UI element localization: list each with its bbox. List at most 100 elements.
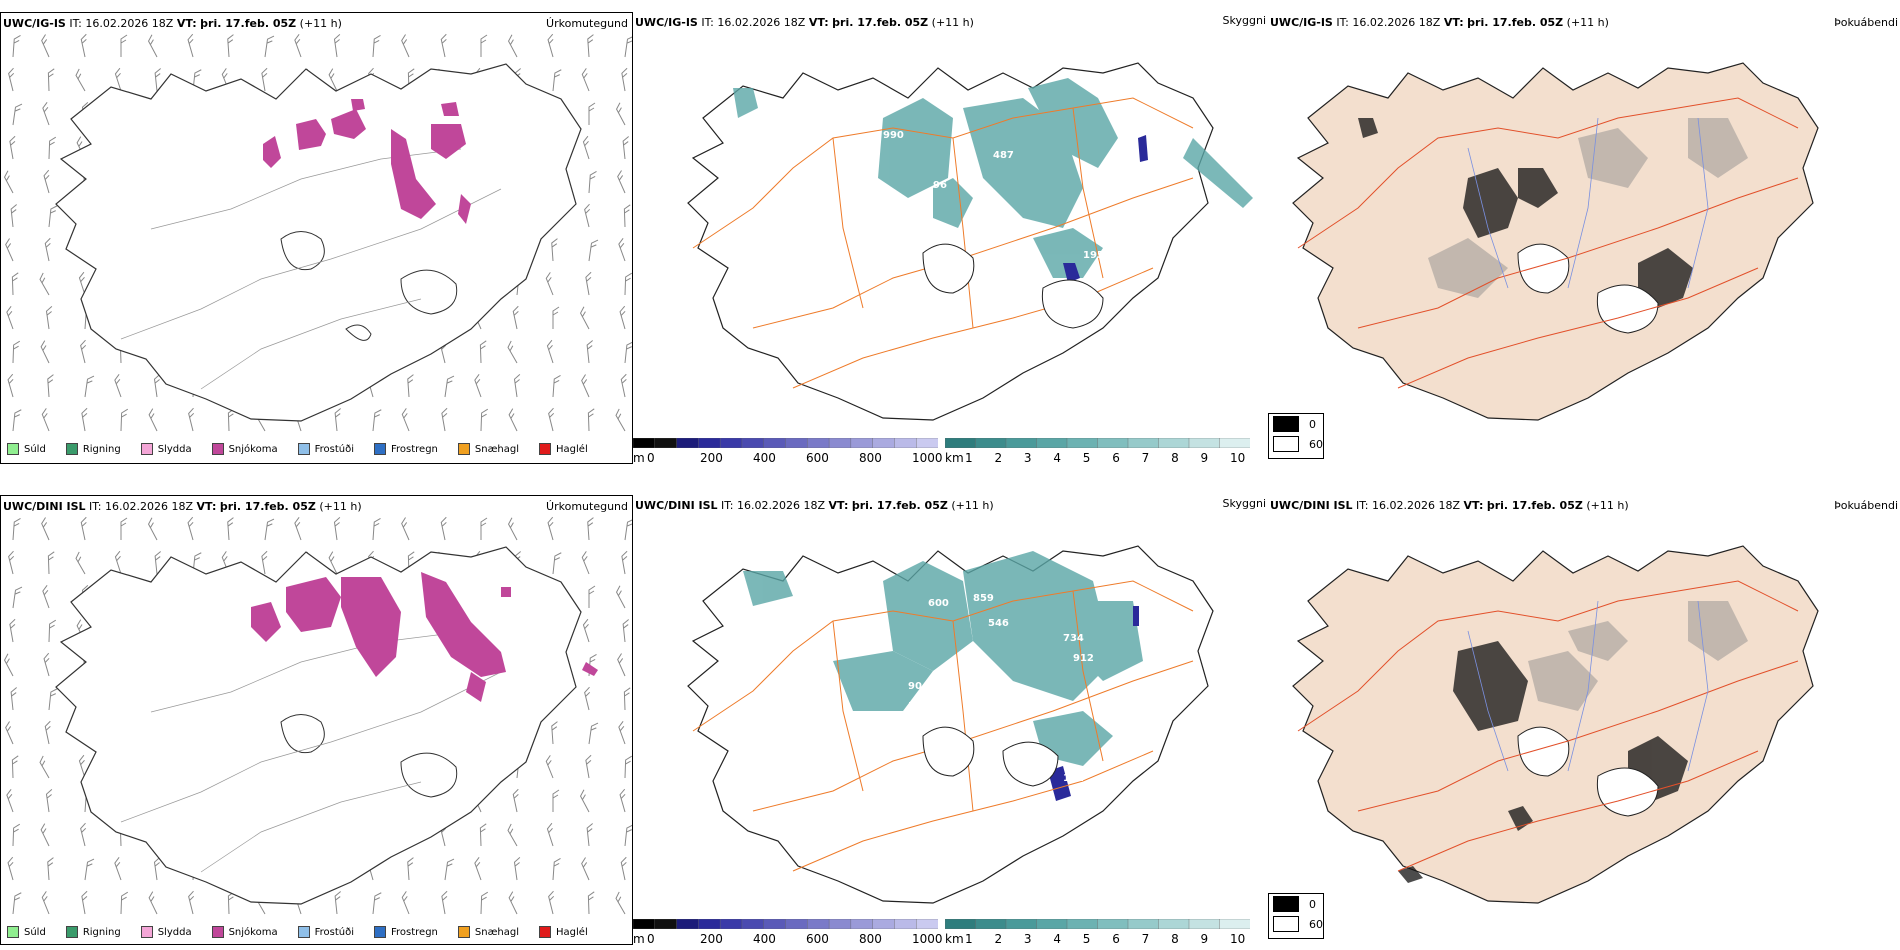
wind-barb: [40, 823, 50, 847]
colorbar-swatch: [1158, 437, 1190, 449]
wind-barb: [623, 687, 631, 711]
wind-barb: [584, 203, 591, 228]
colorbar-swatch: [1188, 918, 1221, 930]
wind-barb: [619, 305, 626, 330]
glacier-outline: [280, 231, 458, 341]
roads: [120, 631, 502, 873]
legend-item: Rigning: [65, 926, 121, 938]
visibility-value-labels: 990 487 96 195: [883, 130, 1104, 261]
visibility-km-colorbar: km 1 2 3 4 5 6 7 8 9 10: [944, 918, 1251, 945]
fog-panel-row1: UWC/IG-IS IT: 16.02.2026 18Z VT: þri. 17…: [1268, 12, 1900, 464]
panel-title: UWC/IG-IS IT: 16.02.2026 18Z VT: þri. 17…: [1270, 16, 1609, 29]
colorbar-tick: 8: [1171, 932, 1179, 945]
visibility-value-label: 546: [988, 618, 1009, 629]
panel-parameter: Þokuábendi: [1834, 499, 1898, 512]
wind-barb: [84, 375, 95, 398]
wind-barb: [7, 856, 14, 881]
wind-barb: [153, 857, 161, 881]
wind-barb: [588, 171, 597, 194]
colorbar-swatch: [1066, 437, 1099, 449]
precip-panel-row2: UWC/DINI ISL IT: 16.02.2026 18Z VT: þri.…: [0, 495, 633, 945]
legend-item: Rigning: [65, 443, 121, 455]
legend-swatch: [457, 443, 470, 455]
colorbar-tick: 200: [700, 451, 723, 464]
colorbar-swatch: [916, 437, 939, 449]
wind-barb: [372, 409, 382, 432]
legend-label: Rigning: [82, 926, 121, 938]
wind-barb: [615, 891, 626, 915]
wind-barb: [624, 824, 632, 847]
fog-legend: 0 60: [1268, 893, 1324, 939]
fog-legend-swatch: [1273, 436, 1299, 452]
wind-barb: [372, 892, 382, 915]
wind-barb: [12, 892, 22, 915]
snow-areas: [251, 572, 598, 702]
panel-parameter: Skyggni: [1222, 497, 1266, 510]
iceland-coastline: [55, 63, 582, 422]
wind-barb: [12, 823, 21, 847]
wind-barb: [328, 551, 338, 575]
wind-barb: [624, 35, 632, 58]
wind-barb: [227, 34, 234, 58]
wind-barb: [615, 585, 626, 609]
iceland-land: [1292, 62, 1819, 421]
wind-barb: [11, 272, 19, 296]
wind-barb: [45, 789, 53, 813]
colorbar-swatch: [807, 437, 830, 449]
wind-barb: [261, 67, 268, 92]
wind-barb: [587, 891, 595, 915]
wind-barb: [80, 516, 87, 541]
legend-swatch: [65, 926, 78, 938]
wind-barb: [12, 340, 21, 364]
wind-barb: [547, 516, 554, 541]
visibility-value-label: 195: [1083, 250, 1104, 261]
legend-item: Snæhagl: [457, 926, 519, 938]
wind-barb: [507, 823, 518, 847]
glacier-outline: [922, 726, 1059, 787]
wind-barb: [552, 789, 560, 812]
legend-label: Snjókoma: [228, 443, 278, 455]
wind-barb: [588, 585, 596, 608]
colorbar-tick: 9: [1200, 451, 1209, 464]
fog-legend-label: 0: [1309, 417, 1316, 431]
wind-barb: [480, 891, 489, 915]
colorbar-tick: 7: [1141, 451, 1150, 464]
colorbar-tick: 7: [1141, 932, 1150, 945]
wind-barb: [47, 374, 54, 398]
wind-barb: [582, 618, 590, 643]
panel-parameter: Skyggni: [1222, 14, 1266, 27]
colorbar-swatch: [944, 918, 977, 930]
fog-map: [1292, 62, 1819, 421]
colorbar-swatch: [1097, 437, 1129, 449]
wind-barb: [546, 339, 554, 364]
visibility-m-colorbar: m 0 200 400 600 800 1000: [633, 437, 943, 464]
legend-item: Súld: [7, 926, 46, 938]
wind-barb: [587, 517, 594, 541]
legend-label: Slydda: [157, 443, 192, 455]
wind-barb: [294, 33, 302, 58]
colorbar-tick: 0: [647, 932, 655, 945]
precip-legend: Súld Rigning Slydda Snjókoma Frostúði Frostre…: [1, 437, 602, 461]
precip-legend: Súld Rigning Slydda Snjókoma Frostúði Frostre…: [1, 920, 602, 944]
colorbar-swatch: [1188, 437, 1221, 449]
wind-barb: [80, 822, 87, 847]
wind-barb: [581, 857, 590, 881]
wind-barb: [8, 550, 15, 575]
wind-barb: [587, 34, 594, 58]
wind-barb: [585, 754, 592, 779]
wind-barb: [12, 409, 22, 432]
colorbar-swatch: [1158, 918, 1190, 930]
wind-barb: [12, 586, 23, 609]
wind-barb: [507, 340, 518, 364]
colorbar-swatch: [633, 918, 656, 930]
colorbar-swatch: [1036, 918, 1068, 930]
wind-barb: [6, 788, 14, 813]
legend-item: Frostregn: [374, 443, 438, 455]
colorbar-m-swatches: [633, 918, 939, 930]
colorbar-swatch: [872, 918, 896, 930]
wind-barb: [513, 374, 521, 398]
wind-barb: [622, 136, 629, 160]
wind-barb: [9, 618, 16, 643]
wind-barb: [12, 518, 21, 541]
visibility-map: 600 859 546 734 912 866 90 51 122: [687, 545, 1214, 904]
